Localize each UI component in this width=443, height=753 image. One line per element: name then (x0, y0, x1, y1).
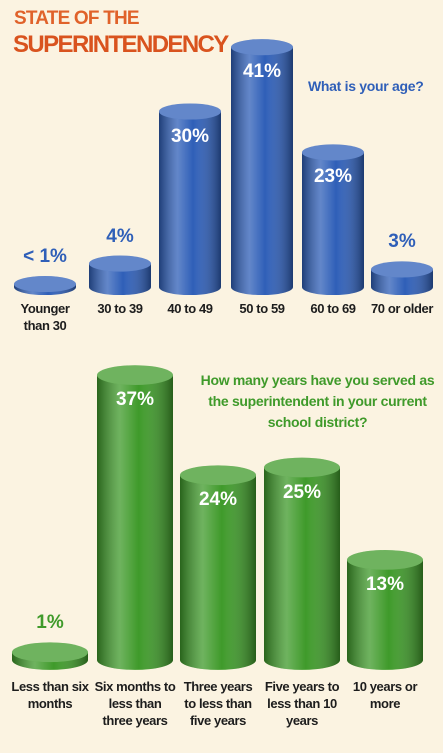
bar-top (89, 255, 151, 272)
bar-top (264, 457, 340, 478)
value-label: 4% (106, 225, 134, 247)
bar-shade (264, 467, 340, 660)
x-tick-label: 70 or older (370, 301, 434, 316)
bar-top (371, 261, 433, 278)
chart-question: How many years have you served as the su… (200, 372, 435, 430)
bar-top-light (347, 550, 423, 570)
value-label: 30% (170, 125, 210, 147)
x-tick-label: 60 to 69 (310, 301, 356, 316)
x-tick-label: Less than six months (11, 679, 89, 711)
value-label: 1% (36, 612, 64, 634)
bar-top-light (12, 642, 88, 663)
bar-top (12, 642, 88, 663)
value-label: 13% (365, 573, 405, 595)
x-tick-label: 40 to 49 (167, 301, 213, 316)
bar-top-light (302, 144, 364, 161)
bar-shade (347, 559, 423, 660)
bar-top-light (231, 39, 293, 56)
bar-shade (231, 47, 293, 288)
bar-top-light (371, 261, 433, 278)
bar-top (302, 144, 364, 161)
bar-top (97, 365, 173, 385)
x-tick-label: Five years to less than 10 years (264, 679, 340, 728)
x-tick-label: 10 years or more (352, 679, 418, 711)
bar-shade (302, 152, 364, 287)
value-label: 24% (198, 489, 238, 511)
bar-top (159, 103, 221, 120)
bar-top (231, 39, 293, 56)
x-tick-label: 30 to 39 (97, 301, 143, 316)
bar-shade (180, 475, 256, 660)
x-tick-label: 50 to 59 (239, 301, 285, 316)
bar-shade (97, 375, 173, 660)
x-tick-label: Younger than 30 (20, 301, 70, 333)
value-label: 3% (388, 231, 416, 253)
bar-top-light (89, 255, 151, 272)
bar-shade (159, 111, 221, 287)
x-tick-label: Three years to less than five years (183, 679, 253, 728)
bar-top (14, 276, 76, 293)
header-title: SUPERINTENDENCY (13, 31, 229, 58)
bar-top (180, 465, 256, 486)
bar-top-light (159, 103, 221, 120)
header-line: STATE OF THE (14, 8, 140, 29)
value-label: 23% (313, 166, 353, 188)
value-label: < 1% (23, 246, 67, 267)
value-label: 25% (282, 481, 322, 503)
bar-top-light (97, 365, 173, 385)
bar-top (347, 550, 423, 570)
value-label: 37% (115, 389, 155, 411)
bar-top-light (264, 457, 340, 478)
x-tick-label: Six months to less than three years (94, 679, 176, 728)
bar-top-light (14, 276, 76, 293)
bar-top-light (180, 465, 256, 486)
value-label: 41% (242, 61, 282, 83)
chart-question: What is your age? (308, 78, 424, 94)
